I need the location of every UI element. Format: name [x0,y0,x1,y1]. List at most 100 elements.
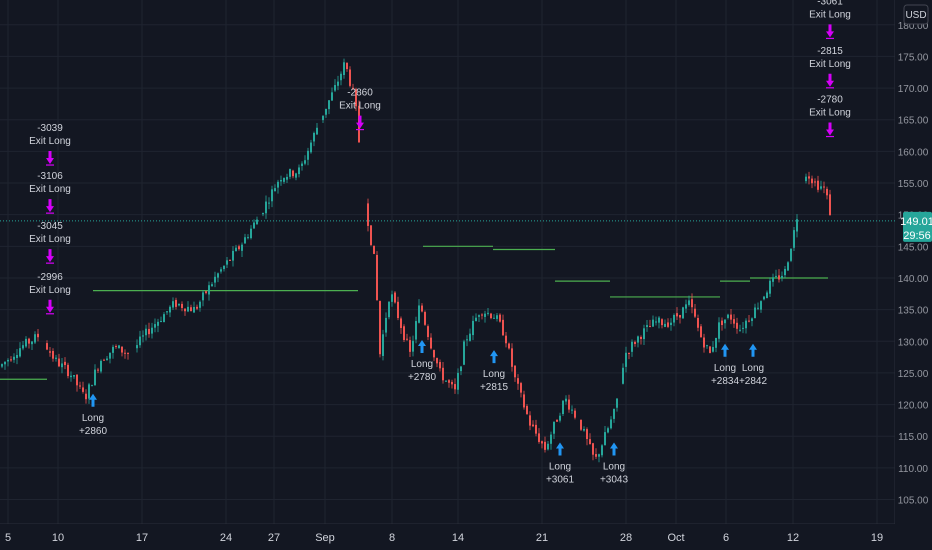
candle-body [331,92,333,101]
candle-body [187,306,189,312]
candle-body [688,300,690,305]
candle-body [97,369,99,371]
candle-body [439,362,441,369]
candle-body [541,441,543,444]
candle-body [616,398,618,408]
candle-body [262,213,264,215]
candle-body [388,301,390,318]
candle-body [493,317,495,319]
candle-body [379,301,381,355]
candle-body [274,188,276,192]
long-arrow-icon [490,350,498,364]
candle-body [763,296,765,300]
long-signal-value: +3043 [600,475,629,486]
candle-body [139,336,141,346]
candle-body [481,314,483,316]
candle-body [469,333,471,341]
candle-body [550,434,552,444]
candle-body [544,441,546,450]
candle-body [484,313,486,317]
candle-body [427,326,429,338]
long-signal: Long +3043 [600,442,629,486]
candle-body [373,245,375,254]
y-tick-label: 110.00 [898,464,928,475]
exit-signal-label: Exit Long [29,285,71,296]
candle-body [31,341,33,345]
candle-body [670,322,672,326]
candle-body [814,181,816,183]
candle-body [412,340,414,352]
candle-body [190,307,192,312]
candle-body [316,127,318,135]
exit-signal-label: Exit Long [339,101,381,112]
candle-body [754,307,756,319]
long-arrow-icon [556,442,564,456]
long-signal-label: Long [483,369,505,380]
y-tick-label: 165.00 [898,116,929,127]
y-tick-label: 145.00 [898,242,929,253]
exit-arrow-icon [46,151,54,165]
candle-body [217,273,219,278]
candle-body [376,254,378,301]
y-tick-label: 155.00 [898,179,929,190]
currency-label: USD [905,10,926,21]
price-axis[interactable] [895,0,932,550]
candle-body [517,378,519,384]
currency-badge[interactable]: USD [903,4,929,25]
candle-body [295,173,297,178]
candle-body [283,178,285,182]
exit-arrow-icon [826,73,834,87]
candle-body [409,340,411,352]
long-signal-label: Long [742,363,764,374]
candle-body [307,150,309,160]
candle-body [625,352,627,367]
candle-body [175,299,177,307]
candle-body [46,343,48,350]
candle-body [220,269,222,272]
candle-body [796,219,798,232]
candle-body [64,361,66,366]
candle-body [637,336,639,343]
candle-body [55,357,57,359]
candle-body [640,336,642,339]
candle-body [22,345,24,349]
candle-body [136,345,138,349]
candle-body [271,189,273,202]
candle-body [466,339,468,341]
candle-body [574,410,576,418]
candle-body [772,277,774,282]
candle-body [109,352,111,359]
candle-body [229,259,231,261]
x-tick-label: 12 [787,532,799,544]
candle-body [238,246,240,250]
exit-signal-value: -2780 [817,95,843,106]
exit-signal-value: -3045 [37,221,63,232]
time-axis[interactable] [0,524,895,550]
candle-body [787,262,789,271]
candle-body [19,348,21,357]
candle-body [421,305,423,312]
grid-lines [0,0,896,550]
candle-body [682,307,684,319]
candle-body [673,315,675,323]
candle-body [826,188,828,196]
long-signal: Long +2815 [480,350,508,393]
candle-body [703,337,705,348]
candle-body [406,338,408,340]
exit-signal-label: Exit Long [29,234,71,245]
candle-body [817,180,819,190]
candle-body [634,341,636,345]
y-tick-label: 105.00 [898,496,929,507]
candle-body [436,358,438,364]
candle-body [85,393,87,400]
candle-body [166,311,168,313]
candle-body [76,374,78,386]
candle-body [568,399,570,410]
candle-body [721,320,723,326]
candle-body [145,328,147,336]
candle-body [571,409,573,411]
candle-body [535,424,537,434]
y-tick-label: 180.00 [898,21,929,32]
candle-body [115,346,117,348]
